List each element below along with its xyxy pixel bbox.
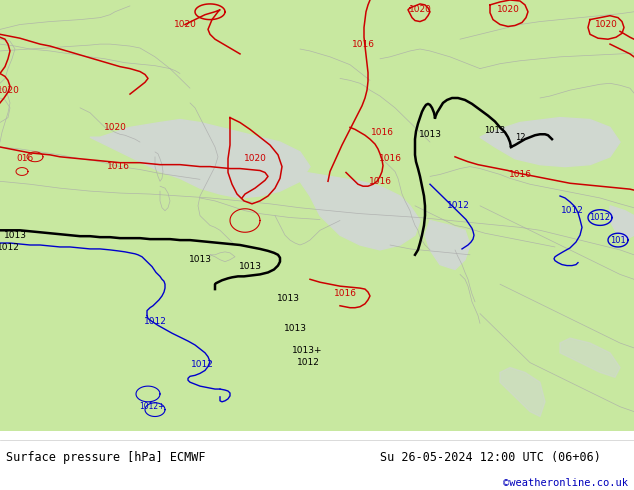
Polygon shape	[90, 120, 310, 198]
Text: 016: 016	[16, 154, 34, 163]
Text: 1013: 1013	[238, 262, 261, 271]
Text: 1013+: 1013+	[292, 346, 322, 355]
Text: 1016: 1016	[508, 170, 531, 179]
Text: 1020: 1020	[243, 154, 266, 163]
Text: Surface pressure [hPa] ECMWF: Surface pressure [hPa] ECMWF	[6, 451, 206, 464]
Text: 1016: 1016	[107, 162, 129, 171]
Text: 1012+: 1012+	[139, 402, 165, 411]
Text: 12: 12	[515, 133, 525, 142]
Text: 1020: 1020	[0, 86, 20, 95]
Text: 1013: 1013	[188, 255, 212, 264]
Text: 1020: 1020	[595, 20, 618, 29]
Text: 1013: 1013	[418, 130, 441, 139]
Text: 1012: 1012	[297, 358, 320, 367]
Text: 1020: 1020	[103, 123, 126, 132]
Text: 1012: 1012	[0, 244, 20, 252]
Text: ©weatheronline.co.uk: ©weatheronline.co.uk	[503, 478, 628, 488]
Polygon shape	[295, 172, 420, 250]
Text: 1013: 1013	[276, 294, 299, 303]
Text: 1020: 1020	[174, 20, 197, 29]
Text: Su 26-05-2024 12:00 UTC (06+06): Su 26-05-2024 12:00 UTC (06+06)	[380, 451, 601, 464]
Text: 1012: 1012	[560, 206, 583, 215]
Text: 1020: 1020	[408, 5, 432, 14]
Text: 1016: 1016	[370, 128, 394, 137]
Polygon shape	[425, 220, 470, 270]
Text: 1012: 1012	[191, 360, 214, 369]
Text: 1016: 1016	[351, 40, 375, 49]
Polygon shape	[610, 206, 634, 240]
Text: 1012: 1012	[590, 213, 611, 222]
Text: 1013: 1013	[4, 231, 27, 240]
Text: 1012: 1012	[143, 317, 167, 326]
Text: 1020: 1020	[496, 5, 519, 14]
Text: 101: 101	[610, 236, 626, 245]
Polygon shape	[500, 368, 545, 416]
Text: 1016: 1016	[368, 177, 392, 186]
Text: 1016: 1016	[333, 290, 356, 298]
Text: 1016: 1016	[378, 154, 401, 163]
Text: 1013: 1013	[484, 126, 505, 135]
Polygon shape	[480, 118, 620, 167]
Polygon shape	[560, 338, 620, 377]
Text: 1012: 1012	[446, 201, 469, 210]
Text: 1013: 1013	[283, 324, 306, 333]
